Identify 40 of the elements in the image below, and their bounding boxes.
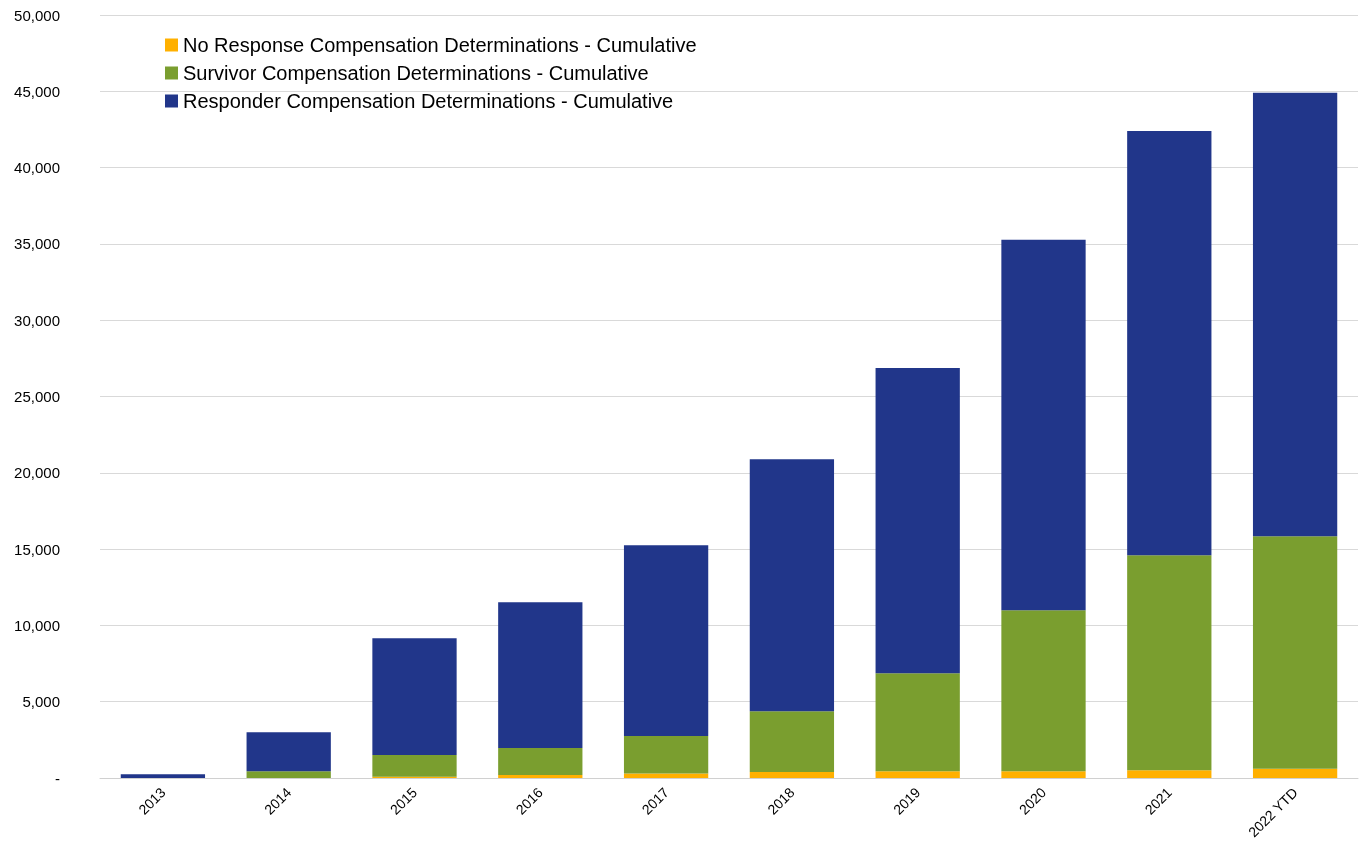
bar xyxy=(1001,771,1086,778)
bar xyxy=(623,545,709,737)
bar xyxy=(1001,239,1086,611)
y-tick-label: 30,000 xyxy=(14,311,60,329)
bar xyxy=(875,367,960,674)
y-tick-label: - xyxy=(55,769,60,787)
y-tick-label: 45,000 xyxy=(14,82,60,100)
bar xyxy=(120,774,206,778)
bar xyxy=(749,459,835,712)
bar xyxy=(1127,130,1212,556)
legend-label: No Response Compensation Determinations - Cumulative xyxy=(183,34,697,56)
bar xyxy=(749,711,835,772)
y-tick-label: 15,000 xyxy=(14,540,60,558)
bar xyxy=(1127,555,1212,771)
bar xyxy=(1001,610,1086,772)
legend-label: Responder Compensation Determinations - Cumulative xyxy=(183,90,674,112)
y-tick-label: 40,000 xyxy=(14,159,60,177)
bar xyxy=(1127,770,1212,778)
bar xyxy=(372,638,457,756)
bar xyxy=(498,602,583,749)
bar xyxy=(246,732,331,772)
bar xyxy=(623,773,709,778)
y-tick-label: 10,000 xyxy=(14,616,60,634)
bar xyxy=(875,771,960,778)
bar xyxy=(623,736,709,774)
bar xyxy=(1252,768,1338,778)
bar xyxy=(498,774,583,778)
bar xyxy=(498,748,583,775)
bar xyxy=(1252,92,1338,537)
y-tick-label: 25,000 xyxy=(14,388,60,405)
y-tick-label: 35,000 xyxy=(14,235,60,253)
y-tick-label: 50,000 xyxy=(14,6,60,24)
y-tick-label: 20,000 xyxy=(14,464,60,482)
bar xyxy=(372,755,457,777)
bar xyxy=(875,673,960,772)
bar xyxy=(246,771,331,778)
y-tick-label: 5,000 xyxy=(22,693,60,711)
bar xyxy=(1252,536,1338,769)
bar xyxy=(749,771,835,778)
legend-label: Survivor Compensation Determinations - Cumulative xyxy=(183,62,649,84)
